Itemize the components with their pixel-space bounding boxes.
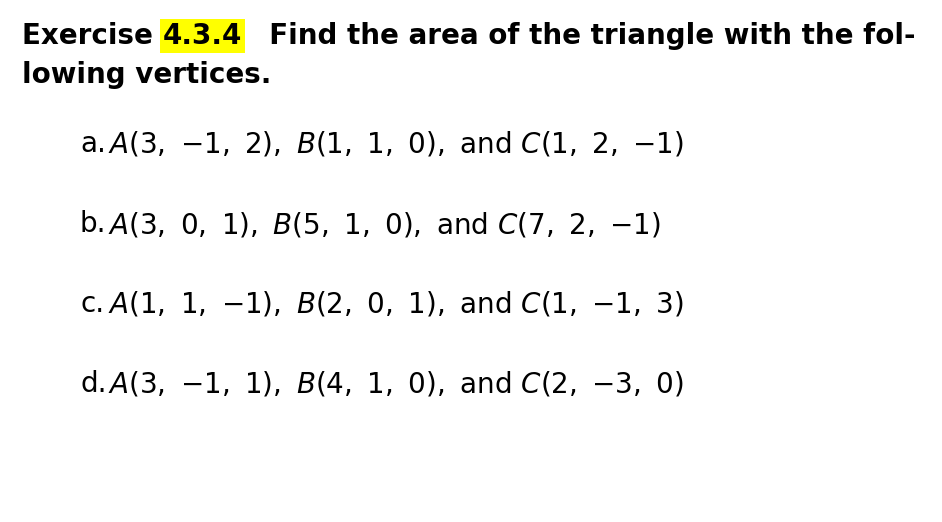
Text: lowing vertices.: lowing vertices. (22, 61, 271, 89)
Text: d.: d. (80, 370, 106, 398)
Text: $A(1,\ 1,\ {-1}),\ B(2,\ 0,\ 1),\ \mathrm{and}\ C(1,\ {-1},\ 3)$: $A(1,\ 1,\ {-1}),\ B(2,\ 0,\ 1),\ \mathr… (108, 290, 684, 319)
Text: 4.3.4: 4.3.4 (163, 22, 242, 50)
Text: $A(3,\ {-1},\ 1),\ B(4,\ 1,\ 0),\ \mathrm{and}\ C(2,\ {-3},\ 0)$: $A(3,\ {-1},\ 1),\ B(4,\ 1,\ 0),\ \mathr… (108, 370, 684, 399)
Text: Find the area of the triangle with the fol-: Find the area of the triangle with the f… (250, 22, 916, 50)
Text: b.: b. (80, 210, 106, 238)
Text: Exercise: Exercise (22, 22, 163, 50)
Text: $A(3,\ {-1},\ 2),\ B(1,\ 1,\ 0),\ \mathrm{and}\ C(1,\ 2,\ {-1})$: $A(3,\ {-1},\ 2),\ B(1,\ 1,\ 0),\ \mathr… (108, 130, 684, 159)
Text: $A(3,\ 0,\ 1),\ B(5,\ 1,\ 0),\ \mathrm{and}\ C(7,\ 2,\ {-1})$: $A(3,\ 0,\ 1),\ B(5,\ 1,\ 0),\ \mathrm{a… (108, 210, 660, 239)
Text: c.: c. (80, 290, 105, 318)
Text: a.: a. (80, 130, 106, 158)
